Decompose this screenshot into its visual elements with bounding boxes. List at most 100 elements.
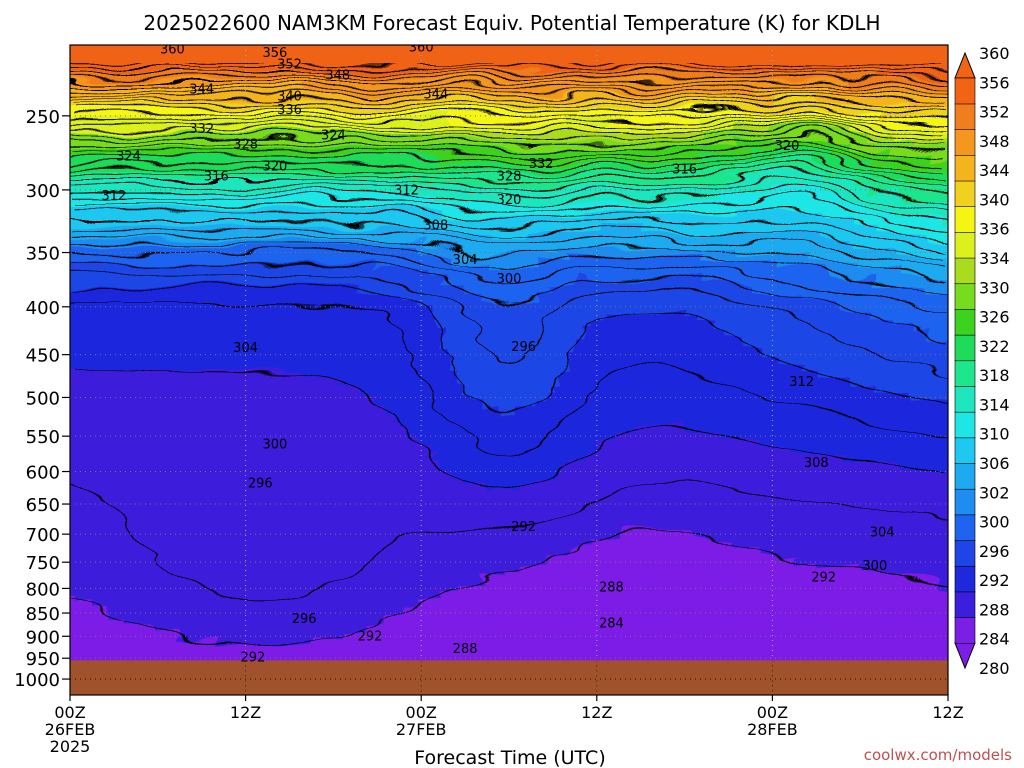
colorbar-label: 348 <box>979 132 1010 151</box>
contour-line <box>70 113 948 130</box>
colorbar-arrow-bottom <box>954 642 976 670</box>
contour-line <box>70 274 948 375</box>
contour-line <box>70 62 948 68</box>
y-tick-label: 750 <box>26 553 60 574</box>
y-tick-label: 900 <box>26 627 60 648</box>
y-tick-label: 850 <box>26 604 60 625</box>
colorbar-swatch <box>954 129 976 156</box>
contour-line <box>70 220 948 259</box>
contour-label: 348 <box>325 68 350 83</box>
y-tick-label: 650 <box>26 495 60 516</box>
contour-label-text: 360 <box>160 42 185 57</box>
contour-line <box>70 105 948 119</box>
contour-label-text: 324 <box>116 150 141 165</box>
contour-label: 304 <box>870 525 895 540</box>
contour-label-text: 352 <box>277 57 302 72</box>
contour-label-text: 292 <box>358 629 383 644</box>
colorbar-swatch <box>954 334 976 362</box>
colorbar-label: 280 <box>979 659 1010 678</box>
contour-label: 328 <box>497 170 522 185</box>
contour-label-text: 300 <box>497 272 522 287</box>
contour-label-text: 288 <box>599 580 624 595</box>
contour-label-text: 348 <box>325 68 350 83</box>
contour-line <box>70 71 948 78</box>
contour-line <box>70 136 948 161</box>
contour-label: 316 <box>204 170 229 185</box>
plot-frame <box>69 44 949 696</box>
contour-label: 332 <box>189 122 214 137</box>
contour-label-text: 308 <box>423 218 448 233</box>
contour-label-text: 292 <box>811 571 836 586</box>
contour-label-text: 284 <box>599 616 624 631</box>
x-tick-label-year: 2025 <box>50 737 91 756</box>
contour-label: 288 <box>453 642 478 657</box>
contour-label: 292 <box>511 520 536 535</box>
contour-line <box>70 122 948 142</box>
contour-line <box>70 286 948 414</box>
contour-label: 304 <box>233 341 258 356</box>
x-tick-label: 12Z <box>581 703 612 722</box>
contour-label: 292 <box>358 629 383 644</box>
contour-label-text: 344 <box>189 82 214 97</box>
contour-label-text: 332 <box>189 122 214 137</box>
y-tick-label: 700 <box>26 525 60 546</box>
colorbar-label: 314 <box>979 395 1010 414</box>
colorbar-swatch <box>954 488 976 516</box>
contour-label: 344 <box>423 88 448 103</box>
contour-label-text: 304 <box>233 341 258 356</box>
y-tick-label: 600 <box>26 463 60 484</box>
colorbar-swatch <box>954 283 976 310</box>
contour-label-text: 292 <box>241 650 266 665</box>
y-tick-label: 800 <box>26 579 60 600</box>
contour-line <box>70 145 948 175</box>
contour-line <box>70 235 948 282</box>
colorbar-label: 302 <box>979 483 1010 502</box>
contour-line <box>70 263 948 344</box>
contour-line <box>70 162 948 197</box>
colorbar-swatch <box>954 103 976 130</box>
contour-label-text: 312 <box>101 189 126 204</box>
contour-label-text: 356 <box>262 46 287 61</box>
contour-line <box>70 126 948 149</box>
contour-label: 304 <box>453 253 478 268</box>
ground-grid-lines <box>70 660 948 695</box>
colorbar-swatch <box>954 565 976 593</box>
contour-label-text: 332 <box>529 157 554 172</box>
colorbar-swatch <box>954 462 976 490</box>
contour-line <box>70 483 948 602</box>
contour-label-text: 300 <box>262 438 287 453</box>
contour-label: 312 <box>789 375 814 390</box>
contour-label-text: 324 <box>321 128 346 143</box>
contour-line <box>70 169 948 205</box>
colorbar-swatch <box>954 411 976 439</box>
colorbar: 280 284 288 292 296 300 302 306 310 314 318 322 326 3… <box>954 44 1010 678</box>
colorbar-swatch <box>954 385 976 413</box>
contour-label: 292 <box>241 650 266 665</box>
x-tick-label: 12Z <box>932 703 963 722</box>
contour-label-text: 360 <box>409 40 434 55</box>
colorbar-swatch <box>954 617 976 644</box>
contour-label: 320 <box>262 160 287 175</box>
contour-label: 320 <box>775 139 800 154</box>
contour-line <box>70 303 948 453</box>
contour-label-text: 304 <box>870 525 895 540</box>
colorbar-swatch <box>954 308 976 336</box>
contour-label-text: 316 <box>204 170 229 185</box>
x-tick-label: 00Z <box>757 703 788 722</box>
contour-label-text: 320 <box>497 193 522 208</box>
contour-label: 300 <box>262 438 287 453</box>
contour-label: 324 <box>116 150 141 165</box>
contour-line <box>70 109 948 125</box>
contour-label-text: 340 <box>277 89 302 104</box>
contour-line <box>70 140 948 168</box>
contour-line <box>70 84 948 92</box>
contour-line <box>70 117 948 136</box>
contour-label-text: 300 <box>862 559 887 574</box>
contour-line <box>70 212 948 249</box>
colorbar-swatch <box>954 231 976 259</box>
x-tick-label: 00Z <box>406 703 437 722</box>
contour-label: 360 <box>409 40 434 55</box>
contour-label: 324 <box>321 128 346 143</box>
